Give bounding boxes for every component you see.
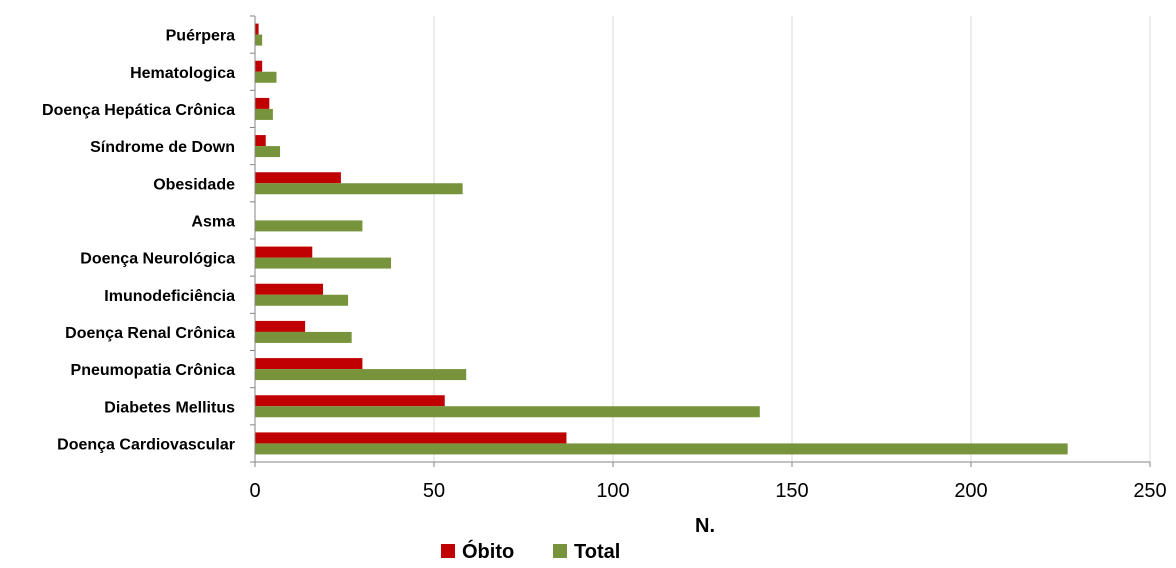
legend-label: Óbito [462, 539, 514, 563]
x-axis-title: N. [695, 515, 715, 537]
category-label: Obesidade [153, 176, 235, 193]
bar-óbito [255, 172, 341, 184]
legend-swatch-total [553, 544, 567, 558]
bar-total [255, 108, 273, 120]
x-tick-label: 150 [775, 480, 808, 502]
category-label: Doença Neurológica [80, 251, 235, 268]
x-tick-label: 100 [596, 480, 629, 502]
category-label: Pneumopatia Crônica [71, 362, 236, 379]
x-tick-label: 200 [954, 480, 987, 502]
bar-total [255, 71, 277, 83]
category-label: Doença Cardiovascular [57, 436, 235, 453]
bar-óbito [255, 246, 313, 258]
bar-total [255, 146, 281, 158]
axes [250, 15, 1151, 467]
bar-total [255, 369, 467, 381]
category-label: Doença Renal Crônica [65, 325, 235, 342]
bar-total [255, 331, 352, 343]
bar-total [255, 257, 392, 269]
legend-label: Total [574, 541, 620, 563]
bar-total [255, 294, 349, 306]
gridlines [433, 16, 1151, 462]
bar-óbito [255, 358, 363, 370]
bars [255, 23, 1068, 455]
bar-óbito [255, 432, 567, 444]
bar-total [255, 443, 1068, 455]
category-label: Diabetes Mellitus [104, 399, 235, 416]
category-label: Asma [191, 213, 235, 230]
category-label: Puérpera [166, 28, 235, 45]
legend-swatch-óbito [441, 544, 455, 558]
category-label: Síndrome de Down [90, 139, 235, 156]
bar-óbito [255, 60, 263, 72]
tick-labels: 0 50 100 150 200 250 [249, 480, 1166, 502]
bar-total [255, 34, 263, 46]
x-tick-label: 0 [249, 480, 260, 502]
bar-óbito [255, 97, 270, 109]
category-labels: Doença Cardiovascular Diabetes Mellitus Pn… [42, 28, 235, 454]
x-tick-label: 50 [423, 480, 445, 502]
bar-óbito [255, 135, 266, 147]
category-label: Hematologica [130, 65, 235, 82]
bar-total [255, 406, 760, 418]
bar-total [255, 183, 463, 195]
bar-óbito [255, 283, 324, 295]
legend: Óbito Total [441, 539, 620, 563]
bar-óbito [255, 395, 445, 407]
bar-óbito [255, 320, 306, 332]
bar-total [255, 220, 363, 232]
category-label: Imunodeficiência [104, 288, 235, 305]
category-label: Doença Hepática Crônica [42, 102, 235, 119]
x-tick-label: 250 [1133, 480, 1166, 502]
bar-óbito [255, 23, 259, 35]
